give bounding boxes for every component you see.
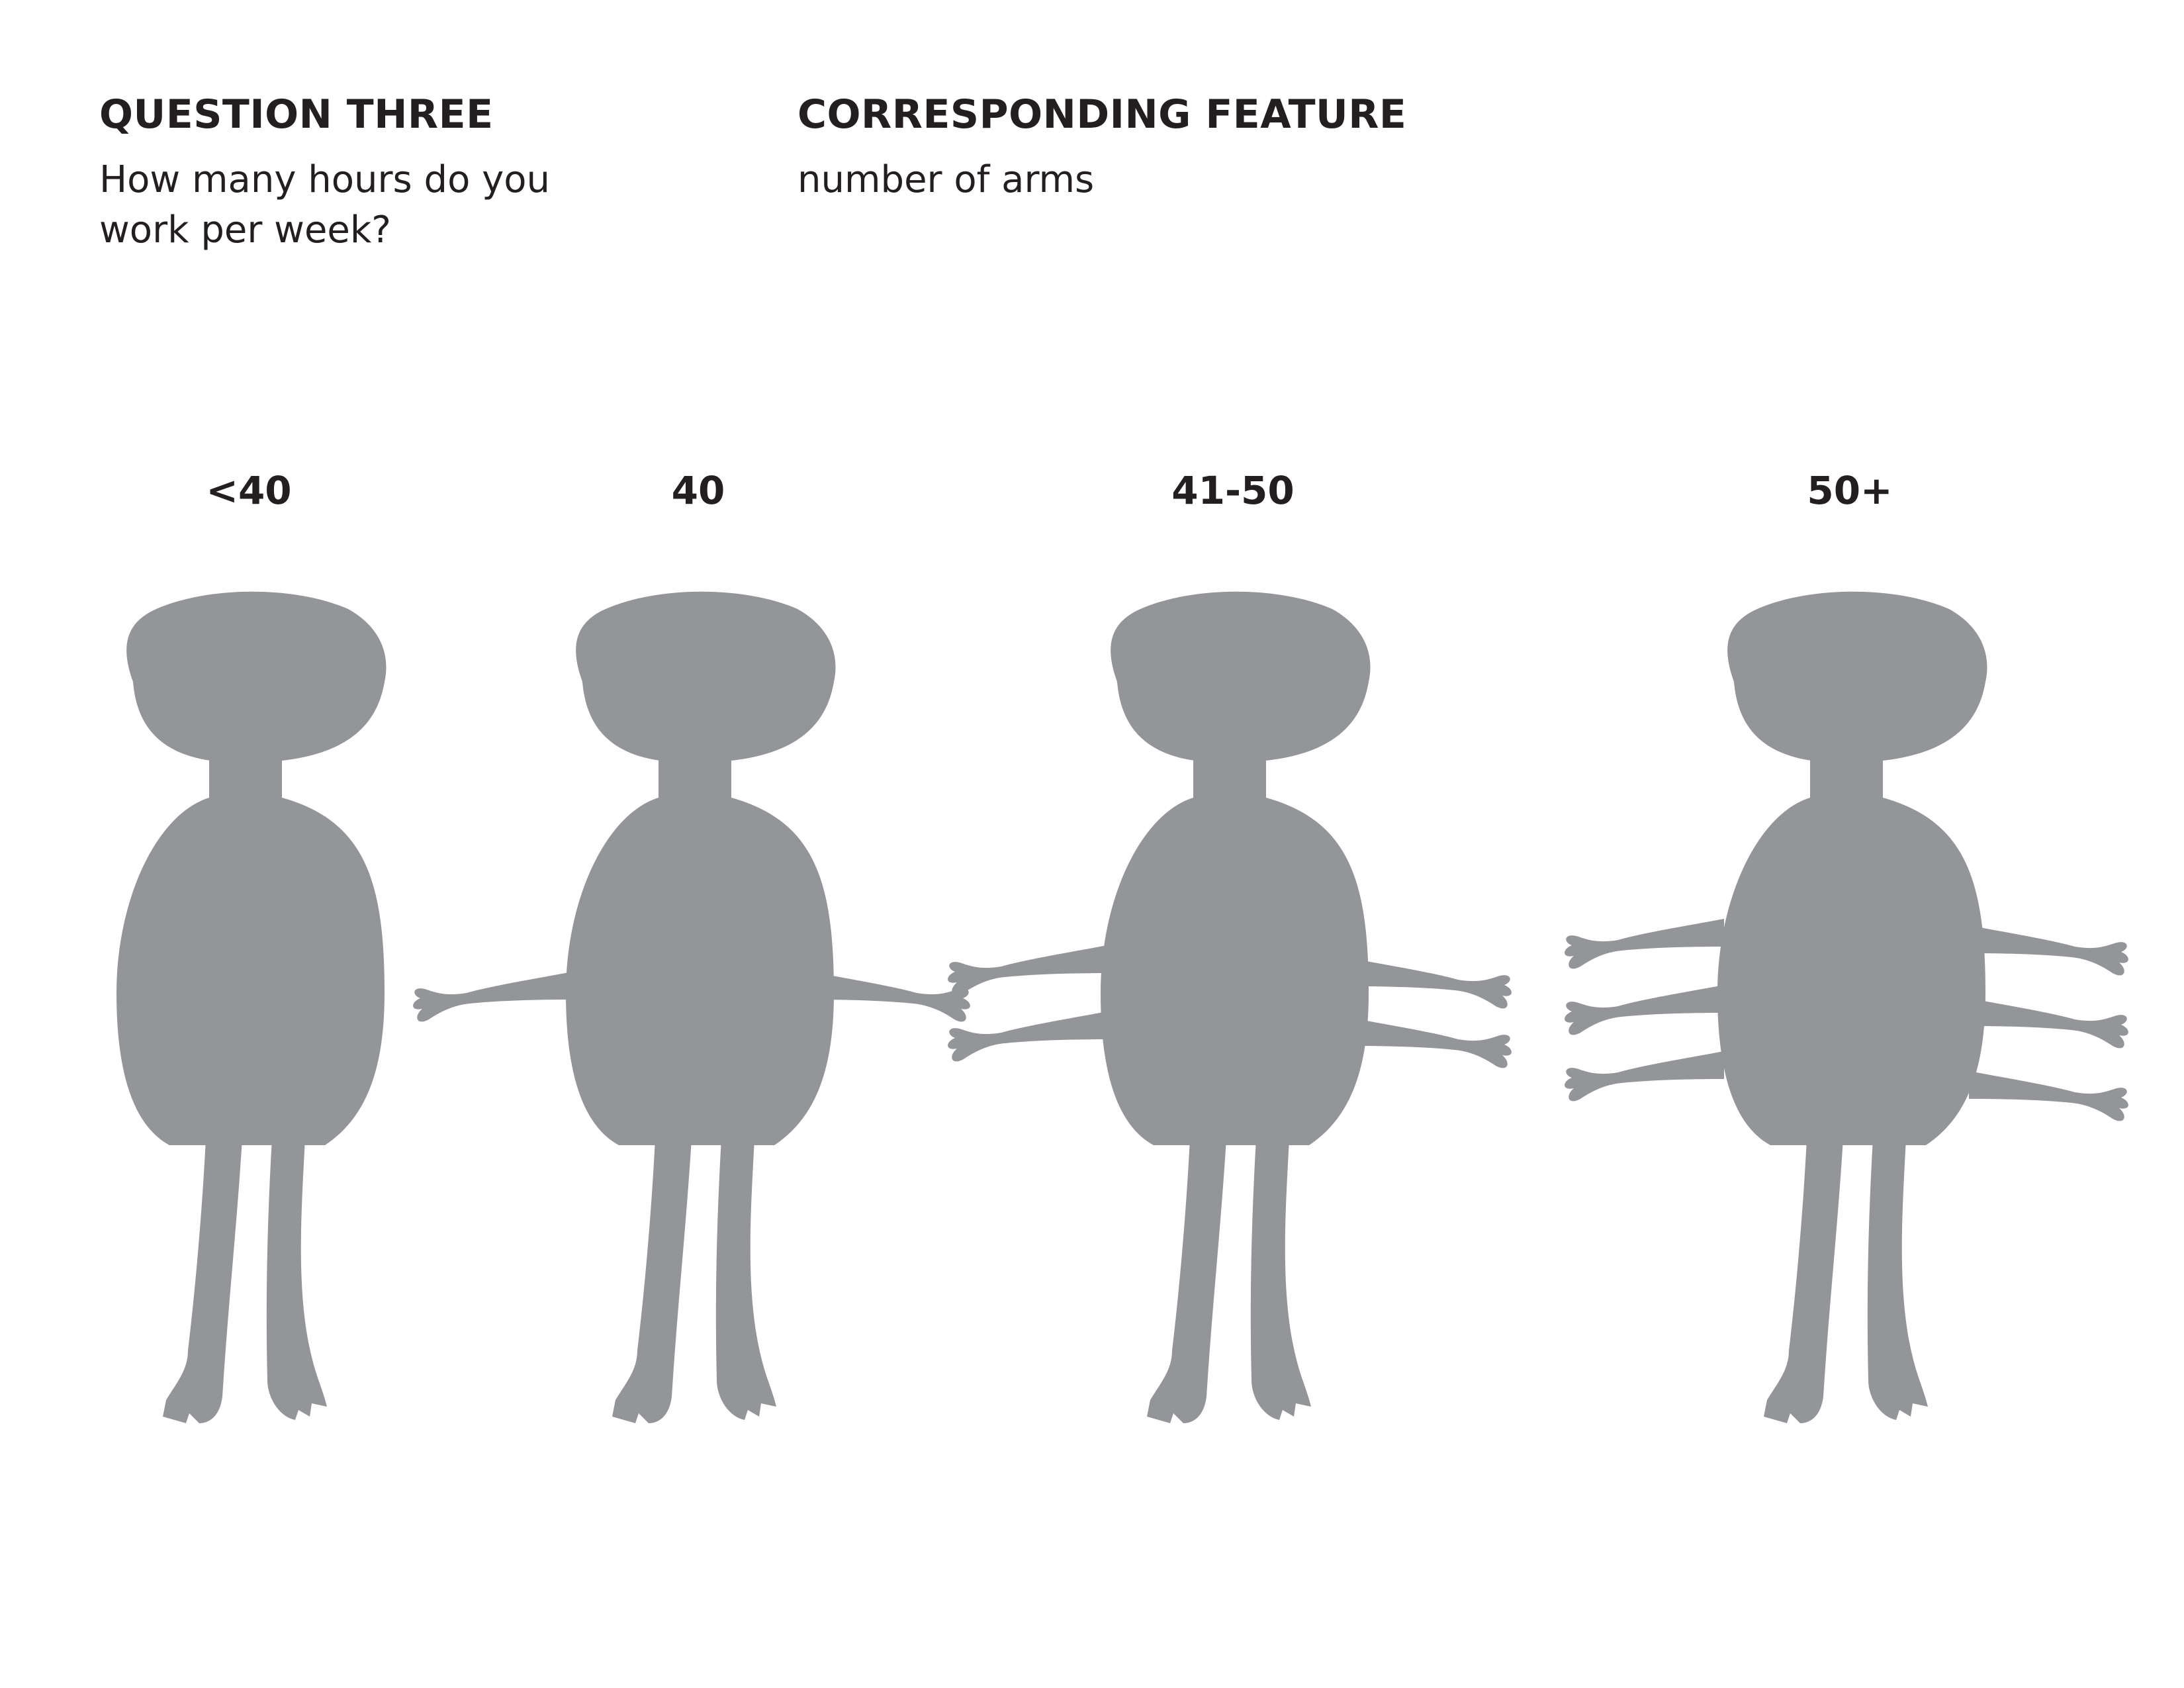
feature-heading: CORRESPONDING FEATURE — [797, 91, 1407, 138]
feature-text: number of arms — [797, 158, 1095, 201]
figure-50-plus — [1565, 591, 2128, 1423]
category-label-50-plus: 50+ — [1807, 468, 1893, 513]
category-label-41-50: 41-50 — [1171, 468, 1295, 513]
figure-40 — [413, 591, 970, 1423]
figure-under-40 — [116, 591, 387, 1423]
question-text: How many hours do you work per week? — [99, 158, 551, 252]
category-label-under-40: <40 — [206, 468, 292, 513]
figure-41-50 — [948, 591, 1512, 1423]
question-heading: QUESTION THREE — [99, 91, 494, 138]
category-label-40: 40 — [671, 468, 725, 513]
